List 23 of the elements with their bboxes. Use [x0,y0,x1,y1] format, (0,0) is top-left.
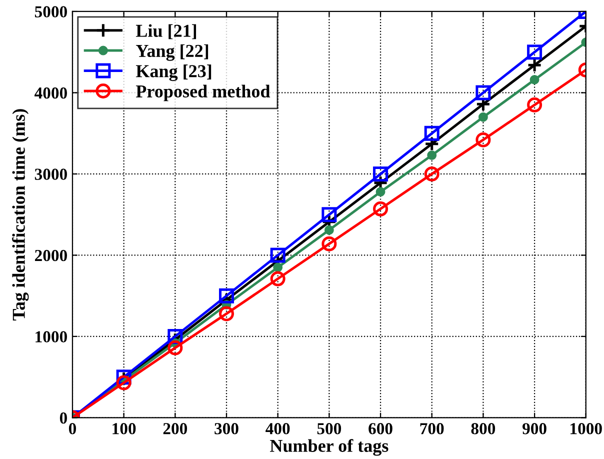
legend-label: Yang [22] [136,44,208,61]
y-tick-label: 3000 [34,168,67,180]
x-tick-label: 200 [163,423,188,434]
legend-label: Proposed method [136,84,270,102]
x-tick-label: 500 [317,423,342,434]
x-tick-label: 800 [471,423,496,434]
legend-label: Liu [21] [136,24,196,40]
x-tick-label: 700 [420,423,444,434]
y-axis-title: Tag identification time (ms) [12,109,29,321]
y-tick-label: 4000 [34,87,67,99]
y-tick-label: 1000 [36,331,67,342]
x-axis-title: Number of tags [270,439,388,456]
x-tick-label: 1000 [570,423,602,434]
x-tick-label: 400 [266,423,290,434]
y-tick-label: 2000 [34,250,67,262]
x-tick-label: 0 [68,423,76,434]
x-tick-label: 900 [522,423,546,434]
y-tick-label: 0 [60,412,67,424]
x-tick-label: 300 [214,423,238,434]
x-tick-label: 100 [112,423,136,434]
x-tick-label: 600 [368,423,392,434]
legend-label: Kang [23] [136,64,212,82]
y-tick-label: 5000 [34,6,67,18]
